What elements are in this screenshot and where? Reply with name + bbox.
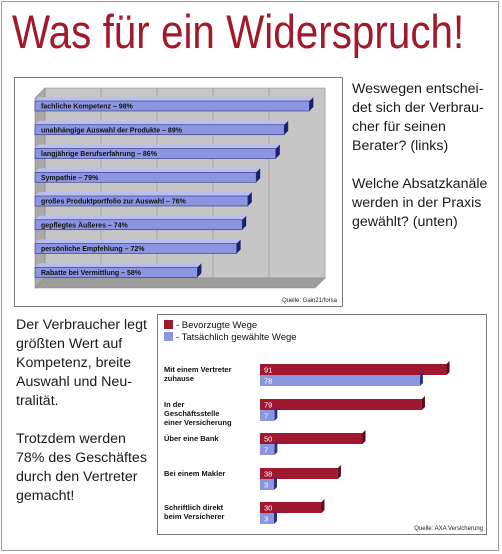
chart-channels-source: Quelle: AXA Versicherung — [414, 526, 483, 532]
chart-criteria-bar-side — [247, 192, 252, 206]
chart-criteria-bar-top — [35, 215, 247, 220]
chart-criteria-bar-label: gepflegtes Äußeres – 74% — [41, 221, 129, 229]
chart-criteria: fachliche Kompetenz – 98% unabhängige Aus… — [14, 77, 343, 307]
chart-criteria-bar-group: fachliche Kompetenz – 98% — [34, 97, 314, 112]
chart-channels-bar-actual-side — [274, 510, 277, 524]
chart-channels-bar-actual — [260, 479, 274, 490]
chart-criteria-bar-label: großes Produktportfolio zur Auswahl – 76… — [41, 199, 187, 206]
chart-criteria-bar-side — [242, 215, 247, 230]
chart-channels-value-actual: 7 — [264, 446, 268, 455]
chart-channels-bar-preferred — [260, 433, 363, 444]
chart-criteria-bar-label: fachliche Kompetenz – 98% — [41, 104, 134, 111]
chart-channels-bar-actual — [260, 513, 274, 524]
chart-criteria-bar-top — [35, 144, 280, 149]
chart-channels-bar-preferred-side — [337, 465, 341, 479]
chart-criteria-bar-group: unabhängige Auswahl der Produkte – 89% — [34, 120, 289, 136]
chart-criteria-bar-group: persönliche Empfehlung – 72% — [34, 239, 241, 254]
chart-criteria-bar-top — [35, 120, 289, 125]
chart-channels-bar-actual — [260, 444, 275, 455]
chart-channels-value-preferred: 30 — [264, 504, 272, 513]
chart-criteria-bar-side — [197, 263, 202, 278]
chart-criteria-bar-side — [236, 239, 241, 254]
chart-channels-svg: - Bevorzugte Wege- Tatsächlich gewählte … — [164, 320, 483, 532]
chart-channels-bar-preferred — [260, 502, 322, 513]
chart-criteria-bar — [34, 266, 198, 278]
chart-channels-bar-actual-side — [274, 441, 278, 455]
chart-criteria-bar-top — [35, 239, 241, 244]
chart-channels-bar-actual-side — [419, 372, 423, 386]
chart-channels-category-label: Über eine Bank — [164, 434, 219, 443]
chart-criteria-source: Quelle: Gain21/forsa — [282, 298, 338, 304]
chart-criteria-bar-side — [284, 120, 289, 135]
legend-swatch-actual — [164, 332, 173, 341]
chart-channels-bar-preferred — [260, 399, 422, 410]
chart-criteria-bar-group: Rabatte bei Vermittlung – 58% — [34, 263, 202, 278]
chart-channels-category-label: In der Geschäftsstelle einer Versicherung — [164, 400, 232, 427]
chart-channels-value-actual: 3 — [264, 515, 268, 524]
chart-channels-value-preferred: 50 — [264, 435, 272, 444]
chart-criteria-svg: fachliche Kompetenz – 98% unabhängige Aus… — [34, 87, 338, 304]
chart-criteria-bar-top — [35, 192, 252, 196]
chart-criteria-bar-label: unabhängige Auswahl der Produkte – 89% — [41, 127, 183, 134]
chart-channels-bar-preferred — [260, 468, 338, 479]
chart-criteria-bar-group: großes Produktportfolio zur Auswahl – 76… — [34, 192, 252, 207]
chart-criteria-bar — [34, 100, 310, 112]
chart-criteria-bar-group: Sympathie – 79% — [34, 168, 261, 183]
chart-channels-category-label: Mit einem Vertreter zuhause — [164, 365, 232, 383]
chart-channels-value-actual: 7 — [264, 412, 268, 421]
legend-label-actual: - Tatsächlich gewählte Wege — [176, 332, 297, 343]
chart-criteria-bar-group: langjährige Berufserfahrung – 86% — [34, 144, 280, 159]
chart-channels-bar-actual — [260, 410, 275, 421]
chart-criteria-bar-side — [309, 97, 314, 111]
conclusion-text: Der Verbraucher legt größten Wert auf Ko… — [16, 317, 147, 504]
chart-criteria-bar-label: Sympathie – 79% — [41, 175, 99, 182]
chart-criteria-bar-side — [275, 144, 280, 159]
chart-criteria-side — [34, 87, 46, 289]
chart-channels-value-preferred: 38 — [264, 470, 272, 479]
legend-swatch-preferred — [164, 320, 173, 329]
chart-channels: - Bevorzugte Wege - Tatsächlich gewählte … — [157, 314, 487, 535]
chart-channels-bar-preferred-side — [362, 430, 366, 444]
chart-criteria-bar — [34, 148, 277, 159]
chart-channels-bar-preferred — [260, 364, 447, 375]
chart-channels-bar-actual-side — [274, 476, 277, 490]
question-text: Weswegen entschei- det sich der Verbrau-… — [352, 81, 488, 230]
chart-channels-category-label: Schriftlich direkt beim Versicherer — [164, 503, 225, 521]
chart-criteria-bar — [34, 195, 249, 207]
chart-channels-bar-actual-side — [274, 407, 278, 421]
chart-criteria-bar — [34, 219, 243, 231]
chart-criteria-bar-label: persönliche Empfehlung – 72% — [41, 246, 145, 253]
chart-criteria-bar-top — [35, 97, 314, 101]
chart-criteria-floor — [34, 277, 326, 289]
chart-channels-value-actual: 78 — [264, 377, 272, 386]
chart-channels-bar-preferred-side — [421, 396, 425, 410]
chart-criteria-bar-label: Rabatte bei Vermittlung – 58% — [41, 270, 142, 277]
chart-channels-bar-preferred-side — [321, 499, 325, 513]
chart-criteria-bar-label: langjährige Berufserfahrung – 86% — [41, 151, 158, 158]
chart-criteria-bar-group: gepflegtes Äußeres – 74% — [34, 215, 247, 231]
chart-channels-category-label: Bei einem Makler — [164, 469, 225, 478]
chart-criteria-bar — [34, 171, 257, 183]
legend-label-preferred: - Bevorzugte Wege — [176, 320, 257, 331]
chart-criteria-bar-top — [35, 263, 202, 268]
chart-channels-value-preferred: 91 — [264, 366, 272, 375]
headline: Was für ein Widerspruch! — [12, 5, 465, 58]
chart-criteria-bar — [34, 243, 237, 254]
chart-criteria-bar — [34, 124, 285, 136]
chart-channels-value-actual: 3 — [264, 481, 268, 490]
chart-criteria-bar-top — [35, 168, 261, 173]
chart-channels-value-preferred: 79 — [264, 401, 272, 410]
chart-criteria-bar-side — [256, 168, 261, 183]
chart-channels-bar-preferred-side — [446, 361, 450, 375]
chart-channels-bar-actual — [260, 375, 420, 386]
